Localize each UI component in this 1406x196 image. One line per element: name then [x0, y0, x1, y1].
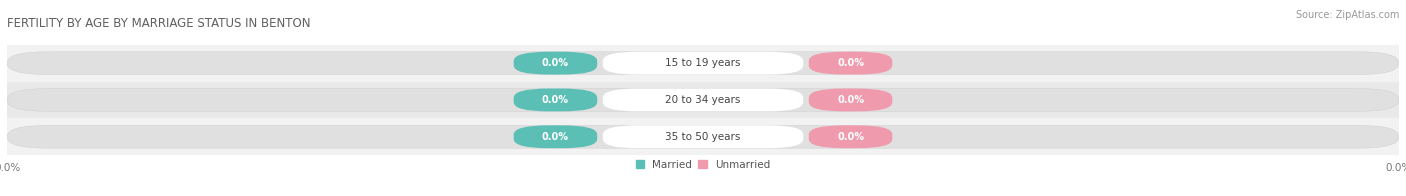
- Text: 35 to 50 years: 35 to 50 years: [665, 132, 741, 142]
- Bar: [7, 45, 1399, 82]
- FancyBboxPatch shape: [808, 89, 893, 111]
- FancyBboxPatch shape: [603, 89, 803, 111]
- Text: 0.0%: 0.0%: [837, 58, 865, 68]
- Text: 0.0%: 0.0%: [541, 95, 569, 105]
- Bar: [7, 82, 1399, 118]
- FancyBboxPatch shape: [7, 52, 1399, 74]
- Text: FERTILITY BY AGE BY MARRIAGE STATUS IN BENTON: FERTILITY BY AGE BY MARRIAGE STATUS IN B…: [7, 17, 311, 30]
- FancyBboxPatch shape: [513, 52, 598, 74]
- Text: 0.0%: 0.0%: [541, 132, 569, 142]
- FancyBboxPatch shape: [7, 89, 1399, 111]
- FancyBboxPatch shape: [603, 125, 803, 148]
- Text: 20 to 34 years: 20 to 34 years: [665, 95, 741, 105]
- Text: 15 to 19 years: 15 to 19 years: [665, 58, 741, 68]
- Text: Source: ZipAtlas.com: Source: ZipAtlas.com: [1295, 10, 1399, 20]
- Bar: [7, 118, 1399, 155]
- FancyBboxPatch shape: [808, 52, 893, 74]
- Text: 0.0%: 0.0%: [837, 132, 865, 142]
- FancyBboxPatch shape: [7, 125, 1399, 148]
- Text: 0.0%: 0.0%: [837, 95, 865, 105]
- FancyBboxPatch shape: [603, 52, 803, 74]
- Text: 0.0%: 0.0%: [541, 58, 569, 68]
- FancyBboxPatch shape: [513, 125, 598, 148]
- Legend: Married, Unmarried: Married, Unmarried: [636, 160, 770, 170]
- FancyBboxPatch shape: [808, 125, 893, 148]
- FancyBboxPatch shape: [513, 89, 598, 111]
